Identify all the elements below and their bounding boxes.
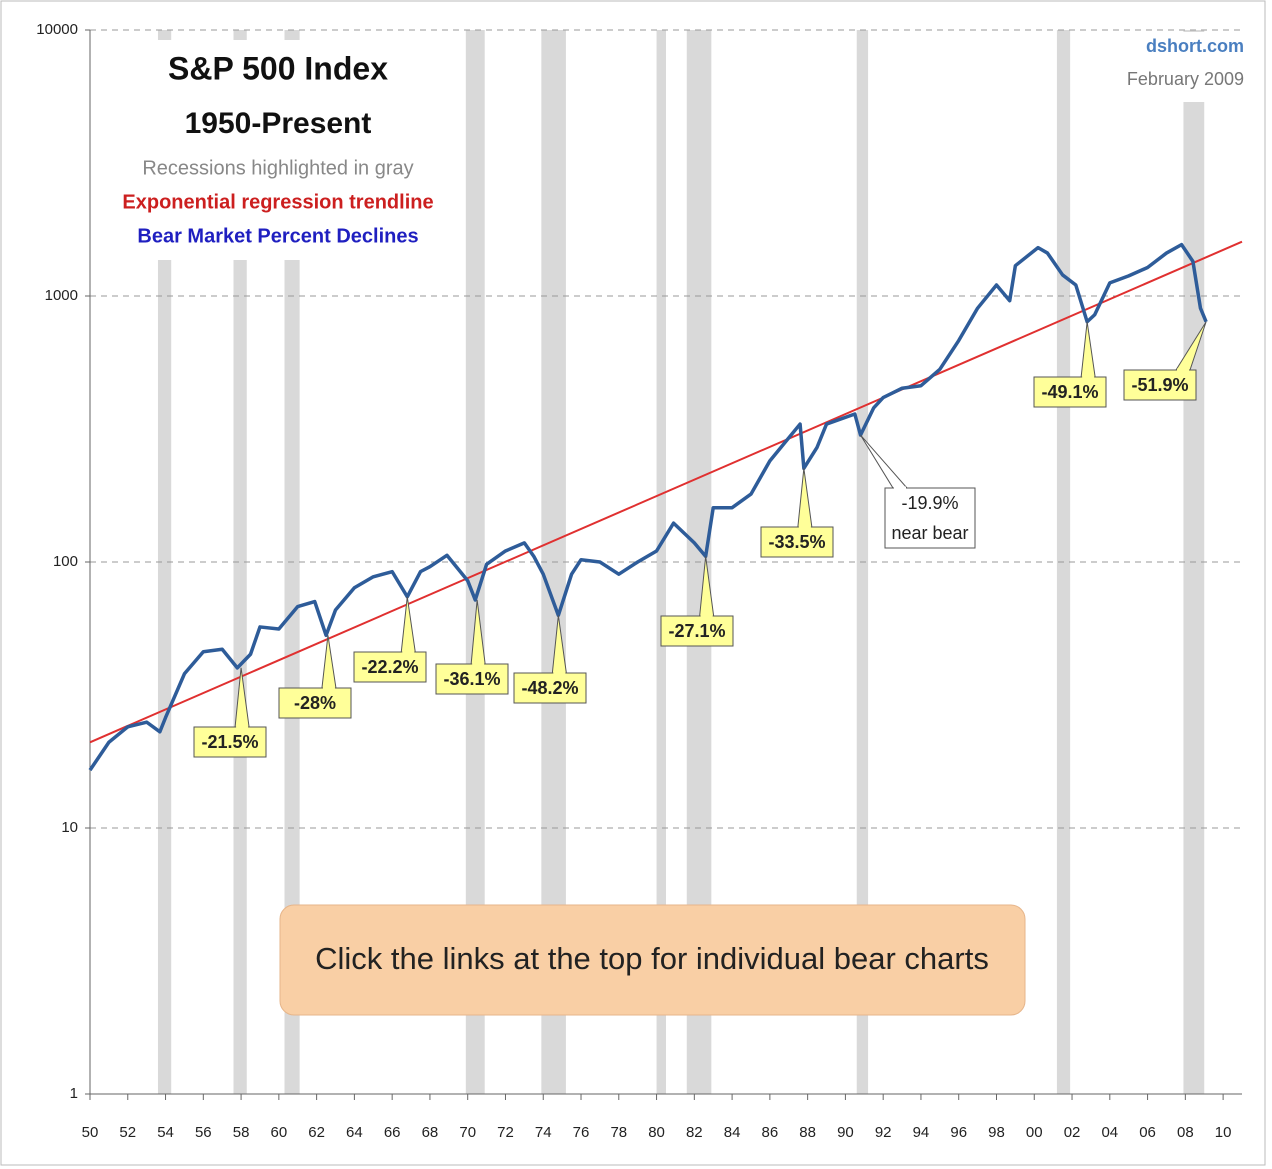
x-tick-label: 02 (1064, 1124, 1081, 1141)
x-tick-label: 94 (913, 1124, 930, 1141)
callout-box (660, 615, 734, 647)
chart-subtitle: 1950-Present (185, 107, 372, 140)
callout-label: -51.9% (1131, 375, 1188, 395)
x-tick-label: 54 (157, 1124, 174, 1141)
title-backdrop (110, 40, 460, 260)
callout-cover (894, 486, 906, 490)
callout-pointer (797, 468, 813, 528)
x-tick-label: 92 (875, 1124, 892, 1141)
note: Exponential regression trendline (122, 191, 433, 213)
callout-cover (236, 725, 249, 729)
note: Bear Market Percent Declines (137, 225, 418, 247)
y-tick-label: 10 (61, 819, 78, 836)
callout-label: -36.1% (443, 669, 500, 689)
callout-box (1123, 369, 1197, 401)
callout-box (1033, 376, 1107, 408)
callout-sublabel: near bear (891, 523, 968, 543)
y-tick-label: 1000 (45, 287, 78, 304)
x-tick-label: 72 (497, 1124, 514, 1141)
callout-label: -28% (294, 693, 336, 713)
date: February 2009 (1127, 69, 1244, 89)
x-tick-label: 00 (1026, 1124, 1043, 1141)
x-tick-label: 88 (799, 1124, 816, 1141)
callout-box (760, 526, 834, 558)
x-tick-label: 84 (724, 1124, 741, 1141)
callout-box (193, 726, 267, 758)
callout-cover (322, 686, 335, 690)
callout-label: -19.9% (901, 493, 958, 513)
x-tick-label: 98 (988, 1124, 1005, 1141)
x-tick-label: 50 (82, 1124, 99, 1141)
callout-cover (1082, 375, 1095, 379)
x-tick-label: 70 (459, 1124, 476, 1141)
y-tick-label: 1 (70, 1085, 78, 1102)
x-tick-label: 80 (648, 1124, 665, 1141)
x-tick-label: 08 (1177, 1124, 1194, 1141)
y-tick-label: 100 (53, 553, 78, 570)
callout-pointer (321, 635, 337, 689)
x-tick-label: 68 (422, 1124, 439, 1141)
callout-cover (700, 614, 713, 618)
x-tick-label: 96 (950, 1124, 967, 1141)
callout-label: -49.1% (1041, 382, 1098, 402)
callout-label: -21.5% (201, 732, 258, 752)
source-backdrop (1120, 32, 1255, 102)
recession-band (656, 30, 666, 1094)
x-tick-label: 78 (610, 1124, 627, 1141)
source: dshort.com (1146, 36, 1244, 56)
x-tick-label: 64 (346, 1124, 363, 1141)
x-tick-label: 58 (233, 1124, 250, 1141)
callout-cover (798, 525, 811, 529)
callout-cover (553, 671, 566, 675)
series-line (88, 242, 1208, 772)
banner: Click the links at the top for individua… (315, 941, 989, 976)
callout-label: -33.5% (768, 532, 825, 552)
chart-title: S&P 500 Index (168, 50, 388, 86)
x-tick-label: 74 (535, 1124, 552, 1141)
x-tick-label: 76 (573, 1124, 590, 1141)
callout-box (513, 672, 587, 704)
x-tick-label: 10 (1215, 1124, 1232, 1141)
x-tick-label: 82 (686, 1124, 703, 1141)
note: Recessions highlighted in gray (142, 157, 413, 179)
x-tick-label: 90 (837, 1124, 854, 1141)
callout-label: -48.2% (521, 678, 578, 698)
x-tick-label: 60 (271, 1124, 288, 1141)
callout-cover (1177, 368, 1189, 372)
callout-label: -27.1% (668, 621, 725, 641)
x-tick-label: 52 (119, 1124, 136, 1141)
callout-box (884, 487, 976, 549)
x-tick-label: 62 (308, 1124, 325, 1141)
callout-pointer (1080, 321, 1096, 378)
banner-box (279, 904, 1026, 1016)
callout-box (435, 663, 509, 695)
callout-cover (402, 650, 415, 654)
callout-box (353, 651, 427, 683)
trendline (89, 240, 1243, 744)
x-tick-label: 06 (1139, 1124, 1156, 1141)
callout-box (278, 687, 352, 719)
x-tick-label: 04 (1101, 1124, 1118, 1141)
x-tick-label: 56 (195, 1124, 212, 1141)
callout-cover (472, 662, 485, 666)
x-tick-label: 86 (762, 1124, 779, 1141)
callout-label: -22.2% (361, 657, 418, 677)
y-tick-label: 10000 (36, 21, 78, 38)
x-tick-label: 66 (384, 1124, 401, 1141)
